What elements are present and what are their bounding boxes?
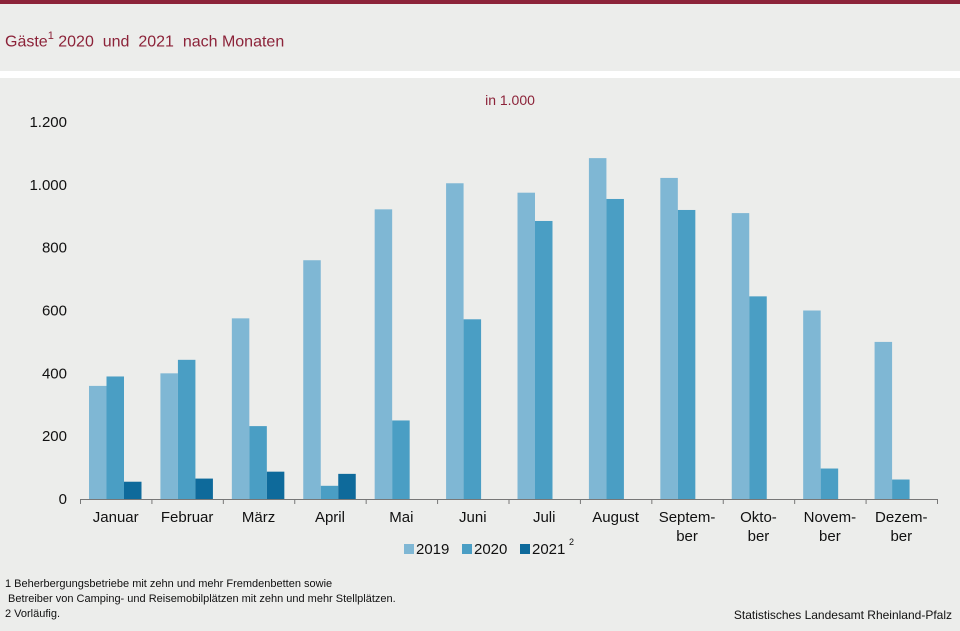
bar-2019-6 [517, 192, 535, 499]
legend-label-2020: 2020 [474, 541, 507, 558]
y-tick-label: 800 [42, 240, 67, 257]
bar-chart: in 1.000 0 200 400 600 800 1.000 1.200 Januar Feb… [29, 92, 938, 558]
y-tick-label: 1.200 [29, 114, 67, 131]
footnote-2: 2 Vorläufig. [5, 608, 61, 620]
bar-2019-0 [89, 385, 107, 499]
y-tick-label: 400 [42, 365, 67, 382]
legend-swatch-2019 [404, 544, 414, 554]
bar-2019-10 [803, 310, 821, 499]
x-tick-label: August [592, 509, 640, 526]
bar-2020-7 [606, 198, 624, 499]
legend-label-2021: 2021 [532, 541, 565, 558]
bar-2019-5 [446, 183, 464, 499]
bar-2019-7 [588, 158, 607, 500]
bar-2020-1 [177, 359, 196, 499]
bar-2020-9 [749, 296, 767, 499]
bar-2021-2 [266, 471, 285, 499]
bar-2021-0 [124, 481, 142, 499]
bar-2020-2 [249, 426, 267, 499]
bar-2019-11 [874, 341, 893, 499]
bar-2020-5 [463, 319, 482, 499]
bar-2019-1 [160, 373, 178, 499]
legend-swatch-2021 [520, 544, 530, 554]
bar-2020-10 [820, 468, 839, 499]
bar-2021-3 [338, 473, 356, 499]
chart-area: in 1.000 0 200 400 600 800 1.000 1.200 Januar Feb… [0, 78, 960, 631]
bar-2021-1 [195, 478, 213, 499]
y-tick-label: 1.000 [29, 177, 67, 194]
x-tick-label: Mai [389, 509, 413, 526]
bar-2020-4 [392, 420, 410, 499]
legend-superscript-2021: 2 [569, 537, 574, 547]
source-credit: Statistisches Landesamt Rheinland-Pfalz [733, 608, 952, 622]
x-tick-label: Juni [459, 509, 487, 526]
bar-2019-4 [374, 209, 393, 500]
bar-2020-6 [535, 220, 553, 499]
footnote-1-continued: Betreiber von Camping- und Reisemobilplä… [5, 593, 396, 605]
x-tick-label: Juli [533, 509, 556, 526]
x-tick-label: ber [748, 528, 770, 545]
x-tick-label: Novem- [804, 509, 857, 526]
chart-header: Gäste1 2020 und 2021 nach Monaten [0, 4, 960, 71]
bar-2019-2 [231, 318, 250, 499]
x-tick-label: Okto- [740, 509, 777, 526]
top-accent-bar [0, 0, 960, 4]
bar-2020-11 [892, 479, 910, 499]
y-tick-label: 600 [42, 303, 67, 320]
x-tick-label: März [242, 509, 275, 526]
footnote-1: 1 Beherbergungsbetriebe mit zehn und meh… [5, 578, 333, 590]
x-tick-label: Septem- [659, 509, 716, 526]
header-separator [0, 71, 960, 78]
bar-2019-3 [303, 260, 321, 499]
bar-2020-3 [320, 485, 339, 499]
x-tick-label: ber [890, 528, 912, 545]
bar-2019-8 [660, 177, 678, 499]
x-tick-label: Januar [93, 509, 139, 526]
x-tick-label: April [315, 509, 345, 526]
bar-2019-9 [731, 213, 750, 499]
chart-title: Gäste1 2020 und 2021 nach Monaten [5, 30, 285, 51]
x-tick-label: Februar [161, 509, 214, 526]
y-tick-label: 200 [42, 428, 67, 445]
legend-label-2019: 2019 [416, 541, 449, 558]
bar-2020-0 [106, 376, 124, 499]
y-tick-label: 0 [59, 491, 67, 508]
legend-swatch-2020 [462, 544, 472, 554]
x-tick-label: ber [676, 528, 698, 545]
x-tick-label: ber [819, 528, 841, 545]
unit-label: in 1.000 [485, 92, 535, 108]
bar-2020-8 [677, 209, 696, 499]
x-tick-label: Dezem- [875, 509, 928, 526]
